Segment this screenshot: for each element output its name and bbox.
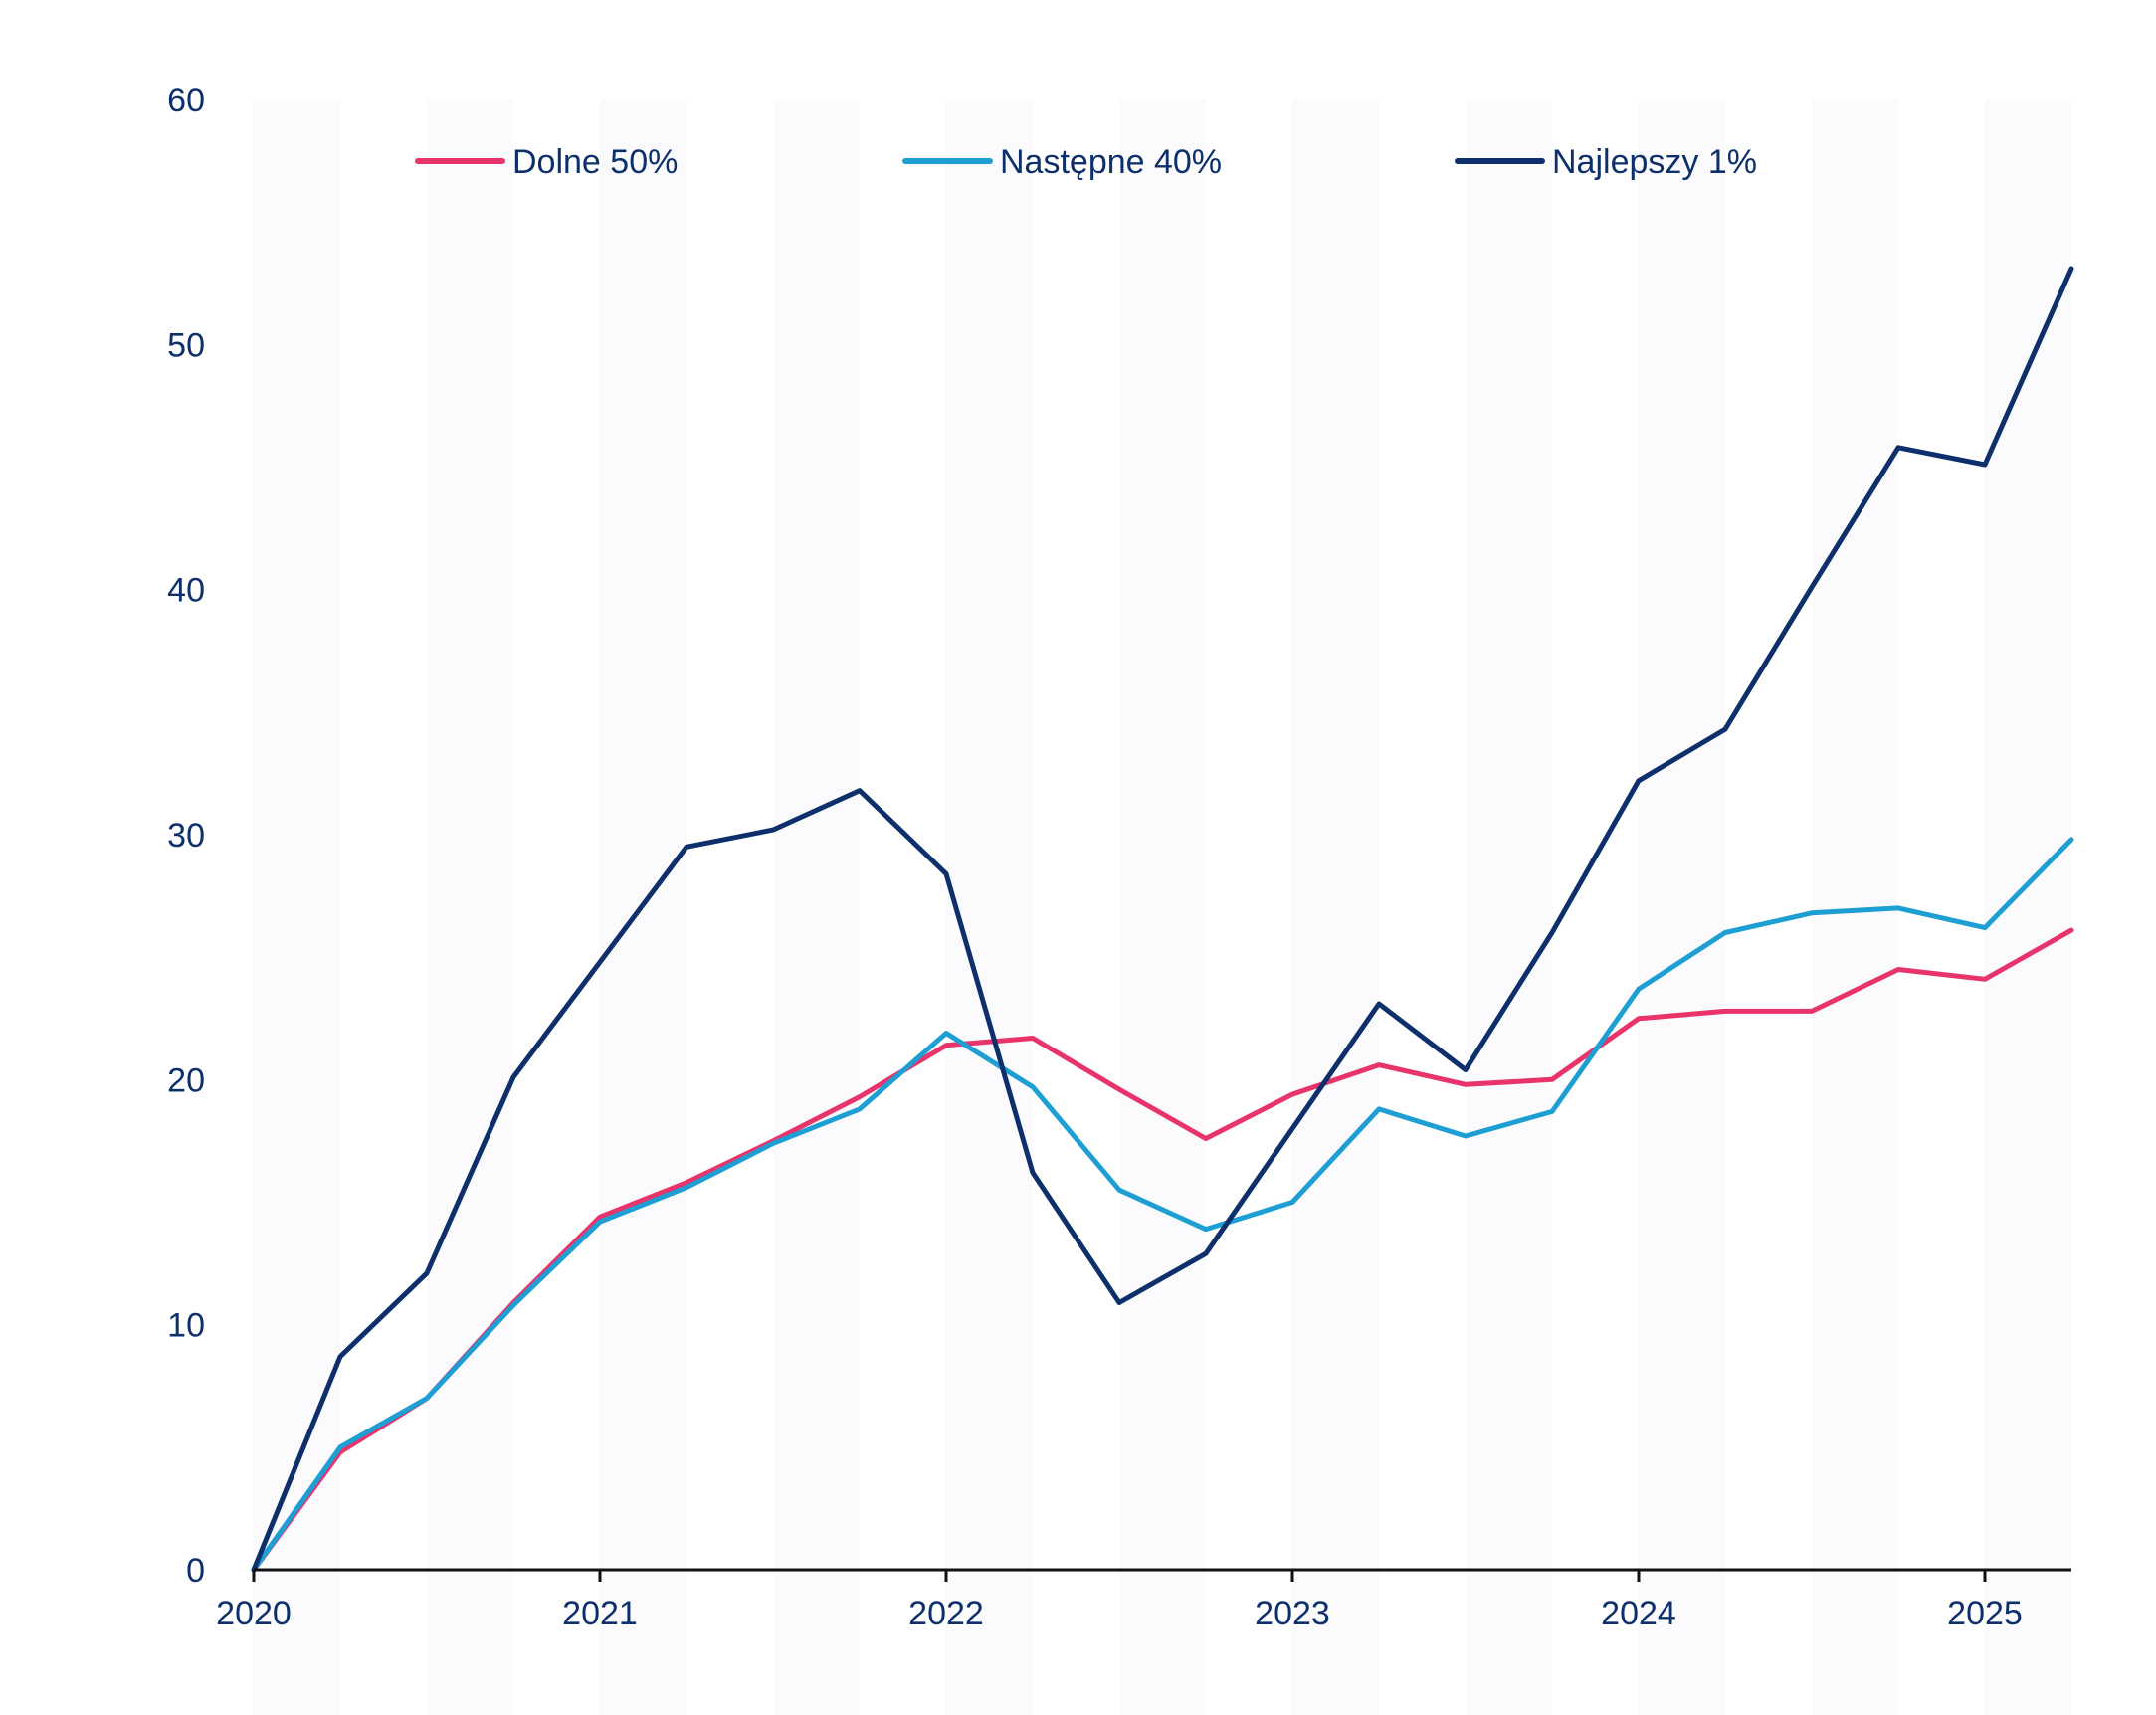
series-line-0 [251,927,2074,1573]
x-tick-label: 2023 [1255,1595,1330,1632]
background-band [1898,99,1985,1715]
y-tick-label: 50 [167,326,205,364]
x-tick-label: 2022 [908,1595,984,1632]
y-tick-label: 40 [167,572,205,610]
legend-label: Najlepszy 1% [1552,143,1757,181]
background-bands [254,99,2071,1715]
legend-label: Dolne 50% [512,143,678,181]
legend: Dolne 50% Następne 40% Najlepszy 1% [415,143,1757,181]
background-band [860,99,946,1715]
background-band [1033,99,1119,1715]
background-band [1119,99,1206,1715]
background-band [686,99,773,1715]
background-band [946,99,1033,1715]
background-band [1639,99,1725,1715]
background-band [1206,99,1292,1715]
series-lines [251,266,2074,1573]
legend-label: Następne 40% [1000,143,1222,181]
x-tick-label: 2021 [562,1595,638,1632]
background-band [427,99,513,1715]
y-tick-label: 60 [167,82,205,119]
series-line-2 [251,266,2074,1573]
x-axis-ticks: 2020 2021 2022 2023 2024 2025 [216,1570,2023,1632]
series-line-1 [251,837,2074,1573]
background-band [1985,99,2071,1715]
x-tick-label: 2025 [1947,1595,2023,1632]
y-tick-label: 0 [186,1552,205,1590]
y-axis-ticks: 0 10 20 30 40 50 60 [167,82,205,1590]
background-band [1725,99,1812,1715]
background-band [1379,99,1466,1715]
legend-item: Dolne 50% [415,143,678,181]
x-tick-label: 2020 [216,1595,292,1632]
y-tick-label: 10 [167,1307,205,1345]
y-tick-label: 20 [167,1061,205,1099]
background-band [1466,99,1552,1715]
y-tick-label: 30 [167,817,205,855]
background-band [1292,99,1379,1715]
legend-item: Najlepszy 1% [1455,143,1757,181]
background-band [513,99,600,1715]
background-band [340,99,427,1715]
background-band [773,99,860,1715]
x-tick-label: 2024 [1601,1595,1676,1632]
legend-item: Następne 40% [902,143,1222,181]
background-band [254,99,340,1715]
